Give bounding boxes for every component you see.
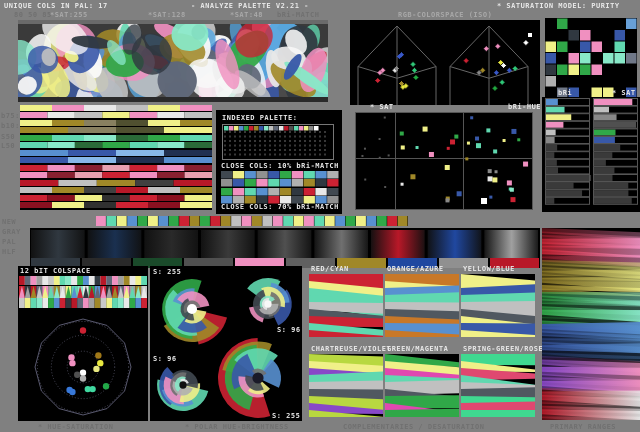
sidebar-row-3[interactable]: L50 xyxy=(1,142,16,150)
comp-label-0: RED/CYAN xyxy=(311,265,349,273)
gradient-strip-panel xyxy=(20,105,212,210)
sidebar-row-1[interactable]: b10: xyxy=(1,122,20,130)
footer-bar: * HUE-SATURATION * POLAR HUE-BRIGHTNESS … xyxy=(0,421,640,432)
colspace-title: 12 bIT COLSPACE xyxy=(20,267,91,275)
comp-chart-spring-green-rose xyxy=(461,354,535,417)
wheel-label-2: S: 96 xyxy=(153,355,177,363)
footer-complementaries: COMPLEMENTARIES / DESATURATION xyxy=(343,423,485,431)
close-cols-10-swatches[interactable] xyxy=(221,171,339,187)
comp-chart-yellow-blue xyxy=(461,274,535,337)
saturation-model-label: * SATURATION MODEL: PURITY xyxy=(497,2,620,10)
footer-primary: PRIMARY RANGES xyxy=(550,423,617,431)
bri-bars-label: bRi xyxy=(558,89,573,97)
bri-sat-bar-charts xyxy=(542,97,640,212)
hue-saturation-polar-plot xyxy=(18,309,148,421)
wheel-label-1: S: 96 xyxy=(277,326,301,334)
sidebar-row-0[interactable]: b75: xyxy=(1,112,20,120)
sidebar-row-2[interactable]: S50 xyxy=(1,133,16,141)
comp-label-1: ORANGE/AZURE xyxy=(387,265,444,273)
app-title: - ANALYZE PALETTE V2.21 - xyxy=(191,2,309,10)
pal-button[interactable]: PAL xyxy=(2,238,17,246)
rgb-colorspace-cubes xyxy=(350,20,540,105)
comp-chart-green-magenta xyxy=(385,354,459,417)
primary-ranges-panel xyxy=(542,228,640,420)
comp-label-4: GREEN/MAGENTA xyxy=(387,345,449,353)
comp-chart-red-cyan xyxy=(309,274,383,337)
comp-chart-chartreuse-violet xyxy=(309,354,383,417)
sat128-label: *SAT:128 xyxy=(148,11,186,19)
hlf-button[interactable]: HLF xyxy=(2,248,17,256)
swatch-info-label: 80 50 85 xyxy=(14,11,52,19)
wheel-label-3: S: 255 xyxy=(272,412,301,420)
close-cols-70-swatches[interactable] xyxy=(221,188,339,204)
polar-hue-brightness-wheels xyxy=(150,266,302,421)
unique-cols-label: UNIQUE COLS IN PAL: 17 xyxy=(4,2,108,10)
colspace-ramp xyxy=(19,276,147,308)
cube-brihue-label: bRi-HUE xyxy=(508,103,542,111)
palette-checker-grid xyxy=(545,18,637,110)
comp-label-5: SPRING-GREEN/ROSE xyxy=(463,345,544,353)
footer-polar: * POLAR HUE-BRIGHTNESS xyxy=(185,423,289,431)
close-cols-10-label: CLOSE COLS: 10% bRi-MATCH xyxy=(221,162,339,170)
bri-hue-scatter xyxy=(355,112,533,210)
close-cols-70-label: CLOSE COLS: 70% bRi-MATCH xyxy=(221,203,339,211)
indexed-palette-title: INDEXED PALETTE: xyxy=(222,114,298,122)
comp-chart-orange-azure xyxy=(385,274,459,337)
comp-label-2: YELLOW/BLUE xyxy=(463,265,515,273)
mid-swatch-row-2[interactable] xyxy=(30,258,540,268)
sat48-label: *SAT:48 xyxy=(230,11,264,19)
sat-bars-label: * SAT xyxy=(612,89,636,97)
mid-gradient-row xyxy=(30,228,540,260)
mid-swatch-row[interactable] xyxy=(96,216,408,226)
bri-match-label: bRi-MATCH xyxy=(277,11,320,19)
cube-sat-label: * SAT xyxy=(370,103,394,111)
hue-blob-field xyxy=(18,20,328,102)
wheel-label-0: S: 255 xyxy=(153,268,182,276)
gray-button[interactable]: GRAY xyxy=(2,228,21,236)
sat255-label: *SAT:255 xyxy=(50,11,88,19)
rgb-colorspace-label: RGB-COLORSPACE (ISO) xyxy=(398,11,493,19)
comp-label-3: CHARTREUSE/VIOLET xyxy=(311,345,392,353)
new-button[interactable]: NEW xyxy=(2,218,17,226)
indexed-palette-grid[interactable] xyxy=(222,124,334,160)
footer-hue-saturation: * HUE-SATURATION xyxy=(38,423,114,431)
